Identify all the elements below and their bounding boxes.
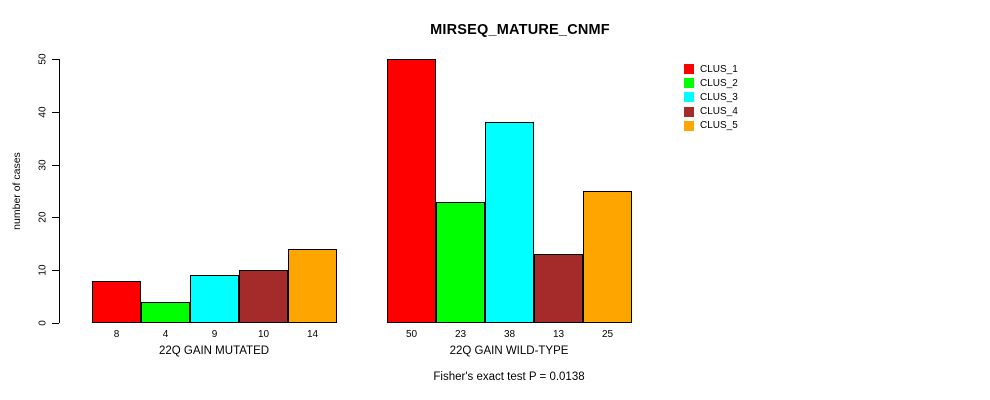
bar-value-label: 38 xyxy=(503,329,516,340)
legend-item-clus_5: CLUS_5 xyxy=(684,119,738,133)
legend-item-clus_4: CLUS_4 xyxy=(684,105,738,119)
bar-value-label: 13 xyxy=(552,329,565,340)
legend-label: CLUS_5 xyxy=(700,120,738,132)
y-tick xyxy=(52,217,59,219)
bar-value-label: 14 xyxy=(306,329,319,340)
footnote: Fisher's exact test P = 0.0138 xyxy=(433,371,585,383)
legend-swatch-icon xyxy=(684,64,694,75)
bar-clus_4-group2 xyxy=(534,254,583,323)
group-label-mutated: 22Q GAIN MUTATED xyxy=(158,345,270,357)
bar-clus_3-group2 xyxy=(485,122,534,323)
y-tick xyxy=(52,111,59,113)
y-tick xyxy=(52,59,59,60)
y-axis-line xyxy=(59,59,60,323)
bar-clus_2-group1 xyxy=(141,302,190,323)
legend-label: CLUS_3 xyxy=(700,91,738,103)
bar-value-label: 25 xyxy=(601,329,614,340)
bar-value-label: 8 xyxy=(113,329,120,340)
bar-clus_1-group1 xyxy=(92,281,141,323)
y-tick xyxy=(52,323,59,324)
y-tick-label: 30 xyxy=(37,159,49,171)
legend-swatch-icon xyxy=(684,106,694,117)
bar-value-label: 9 xyxy=(211,329,218,340)
legend-swatch-icon xyxy=(684,78,694,89)
y-tick xyxy=(52,164,59,166)
chart-title: MIRSEQ_MATURE_CNMF xyxy=(430,22,610,38)
y-tick-label: 0 xyxy=(37,320,49,326)
bar-clus_3-group1 xyxy=(190,275,239,323)
legend-label: CLUS_1 xyxy=(700,63,738,75)
bar-clus_4-group1 xyxy=(239,270,288,323)
legend-swatch-icon xyxy=(684,120,694,131)
bar-value-label: 4 xyxy=(162,329,169,340)
legend-item-clus_2: CLUS_2 xyxy=(684,76,738,90)
bar-value-label: 23 xyxy=(454,329,467,340)
legend-label: CLUS_4 xyxy=(700,106,738,118)
legend-swatch-icon xyxy=(684,92,694,103)
bar-clus_1-group2 xyxy=(387,59,436,323)
y-tick xyxy=(52,270,59,272)
group-label-wildtype: 22Q GAIN WILD-TYPE xyxy=(449,345,569,357)
bar-value-label: 10 xyxy=(257,329,270,340)
y-tick-label: 20 xyxy=(37,211,49,223)
legend-item-clus_3: CLUS_3 xyxy=(684,90,738,104)
y-tick-label: 10 xyxy=(37,264,49,276)
bar-clus_2-group2 xyxy=(436,202,485,323)
bar-clus_5-group1 xyxy=(288,249,337,323)
legend: CLUS_1 CLUS_2 CLUS_3 CLUS_4 CLUS_5 xyxy=(684,62,738,133)
legend-label: CLUS_2 xyxy=(700,77,738,89)
y-axis-label: number of cases xyxy=(11,152,23,230)
legend-item-clus_1: CLUS_1 xyxy=(684,62,738,76)
y-tick-label: 50 xyxy=(37,53,49,65)
bar-value-label: 50 xyxy=(405,329,418,340)
bar-clus_5-group2 xyxy=(583,191,632,323)
y-tick-label: 40 xyxy=(37,106,49,118)
